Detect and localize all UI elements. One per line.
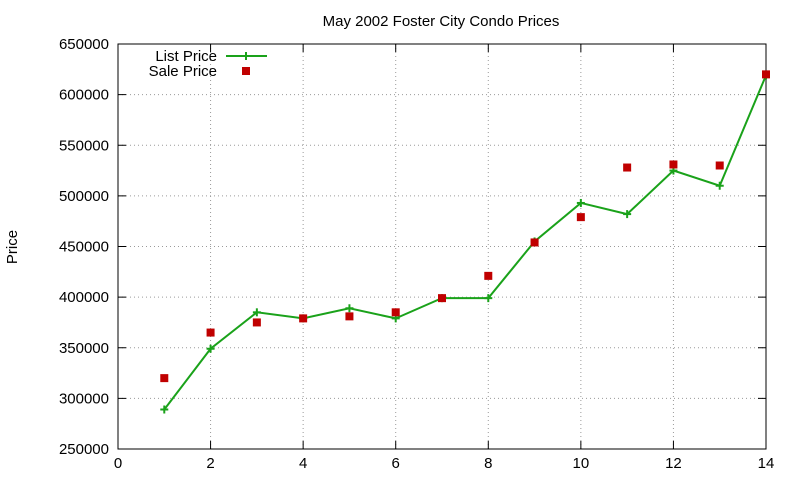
data-point: [576, 198, 585, 207]
series-0: [160, 71, 770, 414]
data-point: [438, 294, 446, 303]
y-tick-label: 250000: [59, 441, 109, 458]
data-point: [669, 160, 678, 169]
data-point: [576, 213, 585, 222]
data-point: [391, 308, 400, 317]
legend-swatch-plus: [242, 52, 250, 60]
data-point: [715, 181, 724, 190]
legend-swatch-square: [242, 67, 250, 75]
x-tick-labels: 0 2 4 6 8 10 12 14: [114, 455, 775, 472]
data-point: [206, 344, 215, 353]
data-point: [160, 405, 169, 414]
data-point: [345, 312, 354, 321]
data-point: [715, 161, 724, 170]
data-point: [530, 238, 539, 247]
grid-lines: [118, 44, 766, 449]
series-1: [160, 70, 770, 383]
x-tick-label: 4: [299, 455, 307, 472]
legend-label-sale-price: Sale Price: [149, 63, 217, 80]
data-point: [252, 308, 261, 317]
y-tick-labels: 250000 300000 350000 400000 450000 500000 5500…: [59, 36, 109, 458]
legend-swatches: [226, 52, 267, 75]
x-tick-label: 14: [758, 455, 775, 472]
data-point: [623, 163, 632, 172]
y-tick-label: 400000: [59, 289, 109, 306]
x-tick-label: 8: [484, 455, 492, 472]
y-tick-label: 500000: [59, 188, 109, 205]
data-point: [252, 318, 261, 327]
data-point: [345, 304, 354, 313]
data-point: [206, 328, 215, 337]
x-tick-label: 12: [665, 455, 682, 472]
y-tick-label: 350000: [59, 340, 109, 357]
x-tick-label: 0: [114, 455, 122, 472]
data-point: [762, 70, 770, 79]
data-point: [484, 271, 493, 280]
y-axis-label: Price: [4, 230, 21, 264]
data-point: [623, 210, 632, 219]
y-tick-label: 550000: [59, 137, 109, 154]
x-tick-label: 6: [392, 455, 400, 472]
legend-label-list-price: List Price: [155, 48, 217, 65]
series-line: [163, 75, 767, 411]
y-tick-label: 650000: [59, 36, 109, 53]
chart-title: May 2002 Foster City Condo Prices: [323, 13, 560, 30]
axis-ticks: [117, 43, 767, 450]
y-tick-label: 450000: [59, 239, 109, 256]
y-tick-label: 600000: [59, 87, 109, 104]
data-point: [484, 294, 493, 303]
data-point: [299, 314, 308, 323]
x-tick-label: 10: [573, 455, 590, 472]
series-layer: [160, 70, 770, 414]
legend: List Price Sale Price: [149, 48, 267, 80]
y-tick-label: 300000: [59, 390, 109, 407]
data-point: [160, 374, 169, 383]
x-tick-label: 2: [206, 455, 214, 472]
